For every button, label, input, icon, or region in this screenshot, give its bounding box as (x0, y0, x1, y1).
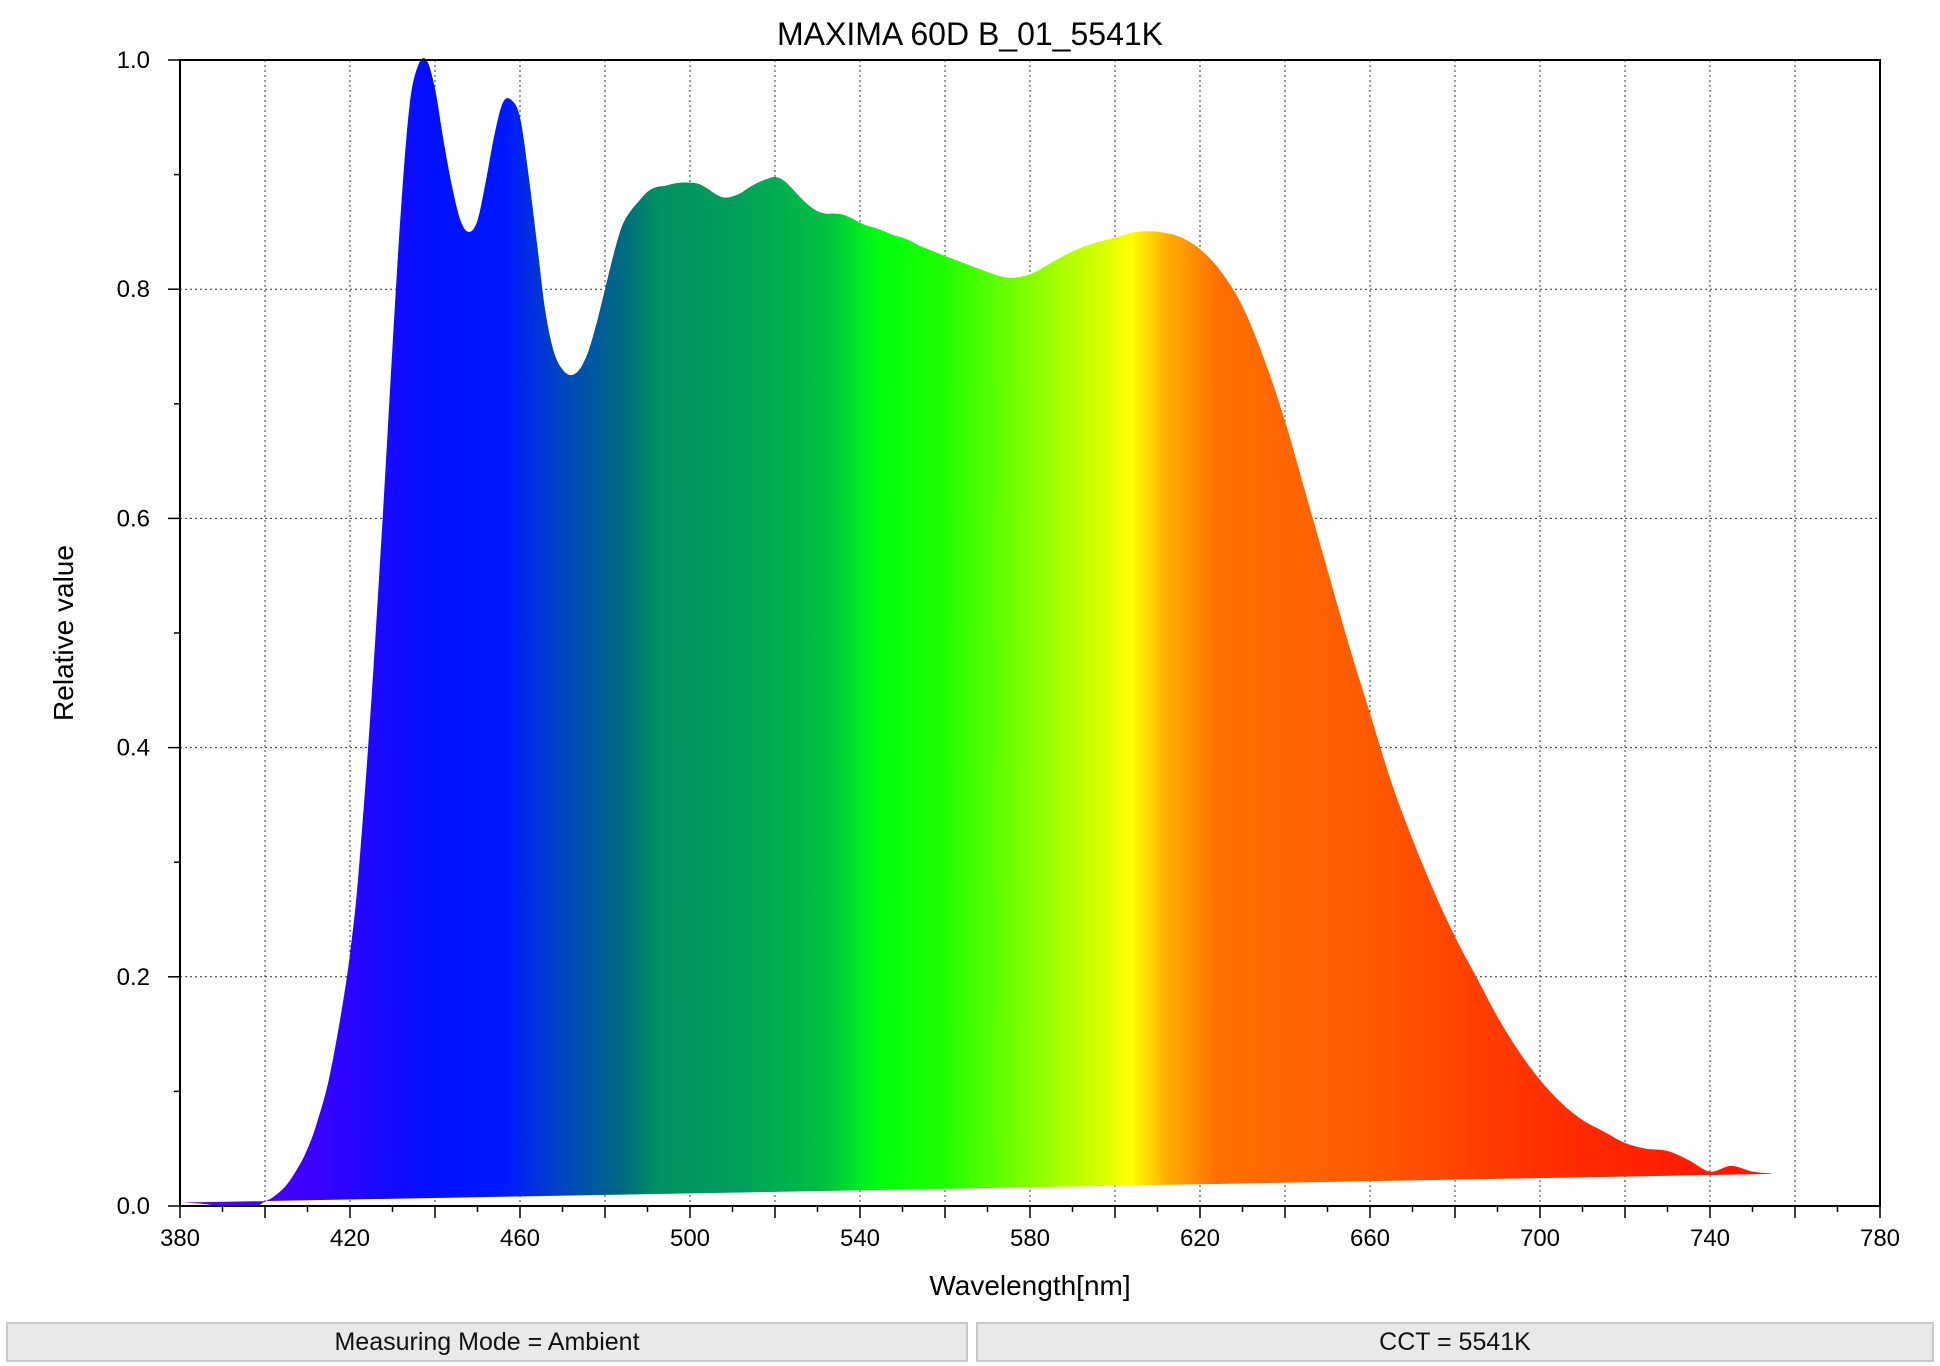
y-axis-title: Relative value (48, 545, 79, 721)
axis-ticks (168, 59, 1881, 1218)
cct-field: CCT = 5541K (976, 1322, 1934, 1362)
chart-title: MAXIMA 60D B_01_5541K (777, 16, 1163, 52)
x-tick-label: 700 (1520, 1225, 1560, 1252)
x-tick-label: 420 (330, 1225, 370, 1252)
y-tick-label: 0.6 (117, 505, 150, 532)
x-tick-label: 780 (1860, 1225, 1900, 1252)
y-tick-label: 0.4 (117, 735, 150, 762)
spectrum-chart: 380 420 460 500 540 580 620 660 700 740 780 0.0 0.2… (48, 16, 1900, 1301)
x-tick-label: 660 (1350, 1225, 1390, 1252)
x-tick-label: 540 (840, 1225, 880, 1252)
x-axis-title: Wavelength[nm] (929, 1270, 1130, 1301)
y-tick-label: 0.2 (117, 964, 150, 991)
y-tick-label: 1.0 (117, 47, 150, 74)
y-tick-label: 0.8 (117, 276, 150, 303)
x-tick-label: 740 (1690, 1225, 1730, 1252)
x-tick-label: 620 (1180, 1225, 1220, 1252)
spectrum-area (180, 58, 1774, 1207)
status-bar: Measuring Mode = Ambient CCT = 5541K (0, 1318, 1940, 1366)
y-tick-label: 0.0 (117, 1193, 150, 1220)
x-tick-label: 460 (500, 1225, 540, 1252)
y-tick-labels: 0.0 0.2 0.4 0.6 0.8 1.0 (117, 47, 150, 1220)
x-tick-label: 500 (670, 1225, 710, 1252)
measuring-mode-field: Measuring Mode = Ambient (6, 1322, 968, 1362)
x-tick-labels: 380 420 460 500 540 580 620 660 700 740 780 (160, 1225, 1900, 1252)
x-tick-label: 380 (160, 1225, 200, 1252)
x-tick-label: 580 (1010, 1225, 1050, 1252)
